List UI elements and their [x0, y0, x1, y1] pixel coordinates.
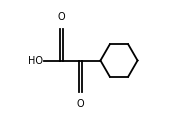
Text: O: O [77, 99, 84, 109]
Text: HO: HO [28, 56, 43, 65]
Text: O: O [57, 12, 65, 22]
